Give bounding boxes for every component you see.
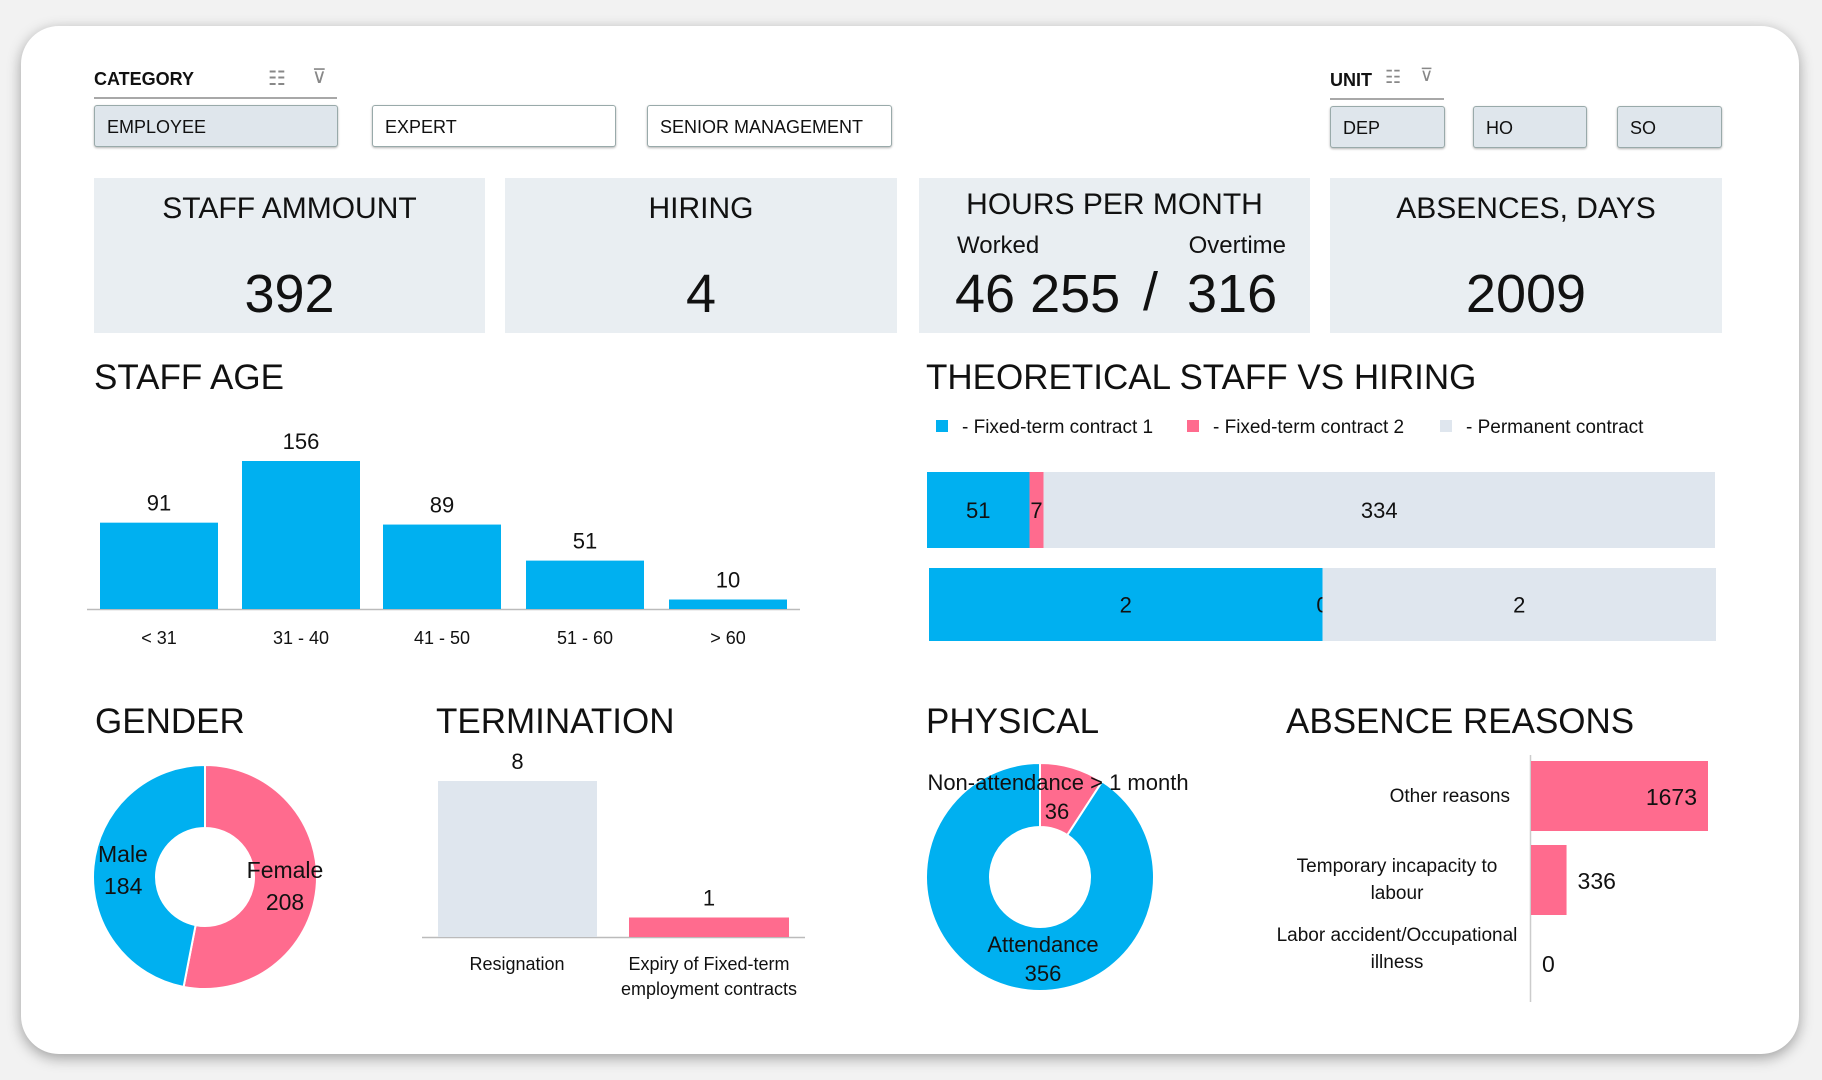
overtime-label: Overtime	[1188, 232, 1286, 259]
data-label: 156	[283, 429, 320, 454]
clear-filter-icon[interactable]: ⊽	[1420, 65, 1434, 85]
worked-value: 46 255	[955, 264, 1121, 324]
donut-slice-0	[182, 763, 318, 990]
tick-label: Resignation	[469, 954, 564, 974]
donut-slice-1	[925, 761, 1155, 992]
kpi-value: 392	[244, 264, 335, 324]
unit-button-so[interactable]: SO	[1617, 106, 1722, 148]
data-label: 0	[1542, 951, 1555, 977]
data-label: 336	[1578, 868, 1616, 894]
data-label: 1673	[1646, 784, 1697, 810]
slice-value: 356	[1025, 961, 1062, 986]
stacked-segment	[927, 472, 1030, 548]
separator: /	[1143, 262, 1159, 322]
overtime-value: 316	[1187, 264, 1278, 324]
data-label: 10	[716, 568, 740, 593]
worked-label: Worked	[957, 232, 1040, 259]
category-filter-label: CATEGORY	[94, 69, 195, 89]
kpi-title: STAFF AMMOUNT	[162, 192, 417, 225]
unit-button-ho[interactable]: HO	[1473, 106, 1587, 148]
category-button-employee[interactable]: EMPLOYEE	[94, 105, 338, 147]
stacked-segment	[929, 568, 1323, 641]
slice-value: 208	[266, 889, 304, 915]
bar-1	[629, 917, 789, 937]
category-button-senior-management[interactable]: SENIOR MANAGEMENT	[647, 105, 892, 147]
kpi-title: HIRING	[648, 192, 754, 225]
legend-label: - Fixed-term contract 2	[1213, 417, 1404, 438]
stacked-segment	[1043, 472, 1715, 548]
legend-swatch-0	[936, 420, 948, 432]
kpi-staff-amount: STAFF AMMOUNT 392	[94, 178, 485, 333]
staff-age-title: STAFF AGE	[94, 358, 284, 397]
tick-label: Expiry of Fixed-term employment contract…	[620, 954, 798, 999]
stacked-segment	[1029, 472, 1044, 548]
data-label: 51	[573, 529, 597, 554]
category-label: Other reasons	[1389, 786, 1510, 807]
unit-button-dep[interactable]: DEP	[1330, 106, 1445, 148]
tick-label: < 31	[141, 628, 177, 648]
legend-label: - Permanent contract	[1466, 417, 1644, 438]
slice-label: Attendance	[987, 932, 1098, 957]
legend-label: - Fixed-term contract 1	[962, 417, 1153, 438]
bar-1	[1531, 845, 1567, 915]
bar-2	[383, 524, 501, 609]
category-label: Temporary incapacity to labour	[1296, 856, 1498, 904]
data-label: 2	[1513, 593, 1525, 618]
slice-value: 36	[1045, 799, 1069, 824]
kpi-value: 4	[685, 264, 717, 324]
bar-1	[242, 461, 360, 609]
data-label: 91	[147, 491, 171, 516]
legend-swatch-2	[1440, 420, 1452, 432]
data-label: 8	[511, 749, 523, 774]
tick-label: 41 - 50	[414, 628, 470, 648]
physical-title: PHYSICAL	[926, 702, 1100, 741]
donut-slice-1	[92, 763, 206, 989]
kpi-hours-per-month: HOURS PER MONTH Worked Overtime 46 255 /…	[919, 178, 1310, 333]
tick-label: 51 - 60	[557, 628, 613, 648]
divider	[1330, 98, 1444, 100]
multi-select-icon[interactable]: ☷	[1385, 67, 1402, 87]
legend-swatch-1	[1187, 420, 1199, 432]
gender-title: GENDER	[95, 702, 245, 741]
data-label: 51	[966, 498, 990, 523]
theoretical-title: THEORETICAL STAFF VS HIRING	[926, 358, 1477, 397]
unit-filter-label: UNIT	[1330, 70, 1372, 90]
slice-label: Male	[98, 841, 148, 867]
bar-3	[526, 560, 644, 609]
slice-label: Female	[247, 857, 324, 883]
termination-title: TERMINATION	[436, 702, 675, 741]
bar-0	[438, 781, 597, 937]
slice-value: 184	[104, 873, 143, 899]
data-label: 1	[703, 886, 715, 911]
tick-label: 31 - 40	[273, 628, 329, 648]
kpi-value: 2009	[1465, 264, 1587, 324]
kpi-absences-days: ABSENCES, DAYS 2009	[1330, 178, 1722, 333]
bar-0	[1531, 761, 1708, 831]
data-label: 89	[430, 493, 454, 518]
divider	[94, 97, 337, 99]
slice-label: Non-attendance > 1 month	[927, 770, 1188, 795]
data-label: 7	[1030, 498, 1042, 523]
clear-filter-icon[interactable]: ⊽	[312, 66, 327, 88]
kpi-title: ABSENCES, DAYS	[1396, 192, 1656, 225]
multi-select-icon[interactable]: ☷	[268, 68, 286, 90]
stacked-segment	[1322, 568, 1716, 641]
bar-0	[100, 522, 218, 609]
bar-4	[669, 599, 787, 609]
tick-label: > 60	[710, 628, 746, 648]
category-label: Labor accident/Occupational illness	[1276, 925, 1518, 973]
category-button-expert[interactable]: EXPERT	[372, 105, 616, 147]
absence-reasons-title: ABSENCE REASONS	[1286, 702, 1635, 741]
kpi-title: HOURS PER MONTH	[966, 188, 1263, 221]
data-label: 334	[1361, 498, 1398, 523]
data-label: 2	[1120, 593, 1132, 618]
kpi-hiring: HIRING 4	[505, 178, 897, 333]
